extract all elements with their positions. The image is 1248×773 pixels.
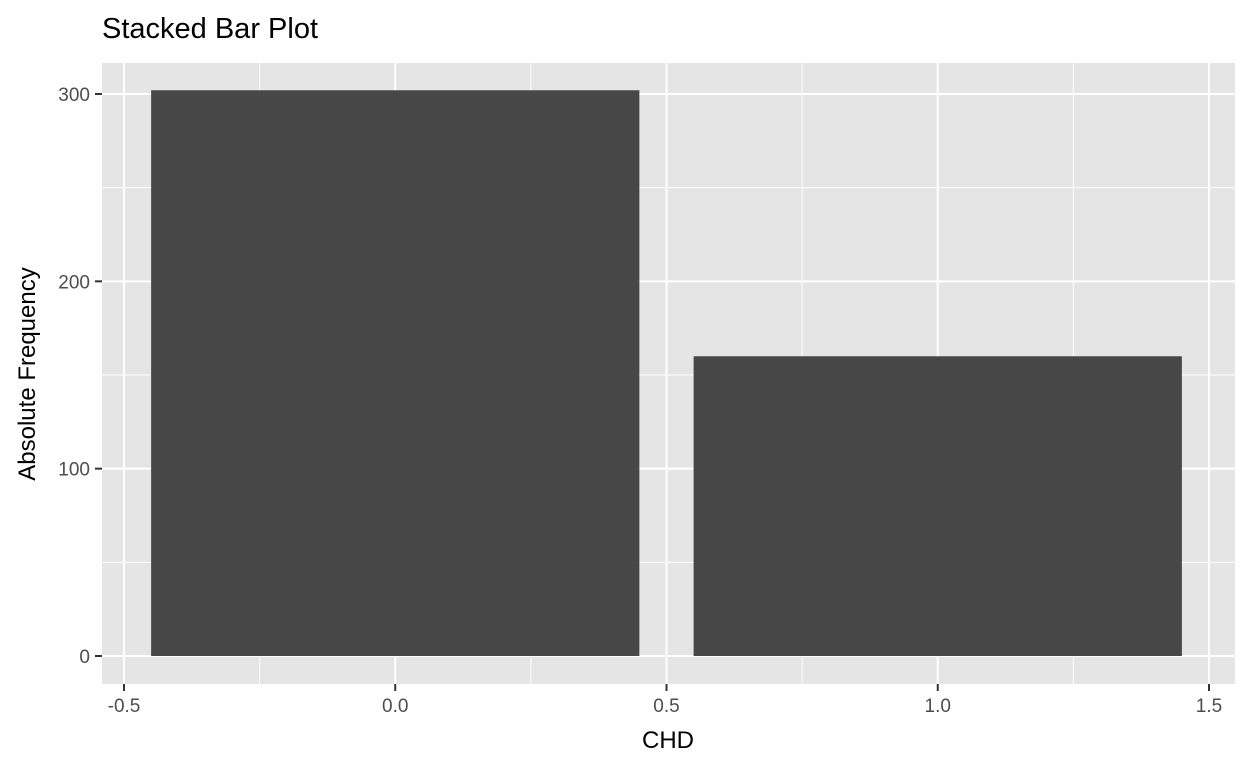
chart-title: Stacked Bar Plot bbox=[102, 13, 318, 45]
x-tick-label: -0.5 bbox=[108, 696, 141, 717]
y-tick-label: 300 bbox=[58, 85, 90, 106]
bar bbox=[151, 90, 640, 656]
y-tick-label: 200 bbox=[58, 272, 90, 293]
y-tick-label: 0 bbox=[79, 647, 90, 668]
bars bbox=[151, 90, 1182, 656]
y-axis: 0 100 200 300 bbox=[58, 85, 102, 668]
x-tick-label: 1.0 bbox=[925, 696, 951, 717]
x-tick-label: 1.5 bbox=[1196, 696, 1222, 717]
x-tick-label: 0.0 bbox=[382, 696, 408, 717]
bar bbox=[693, 356, 1182, 656]
y-tick-label: 100 bbox=[58, 460, 90, 481]
x-axis-label: CHD bbox=[642, 727, 694, 754]
x-axis: -0.5 0.0 0.5 1.0 1.5 bbox=[108, 684, 1222, 717]
x-tick-label: 0.5 bbox=[653, 696, 679, 717]
y-axis-label: Absolute Frequency bbox=[14, 267, 41, 480]
